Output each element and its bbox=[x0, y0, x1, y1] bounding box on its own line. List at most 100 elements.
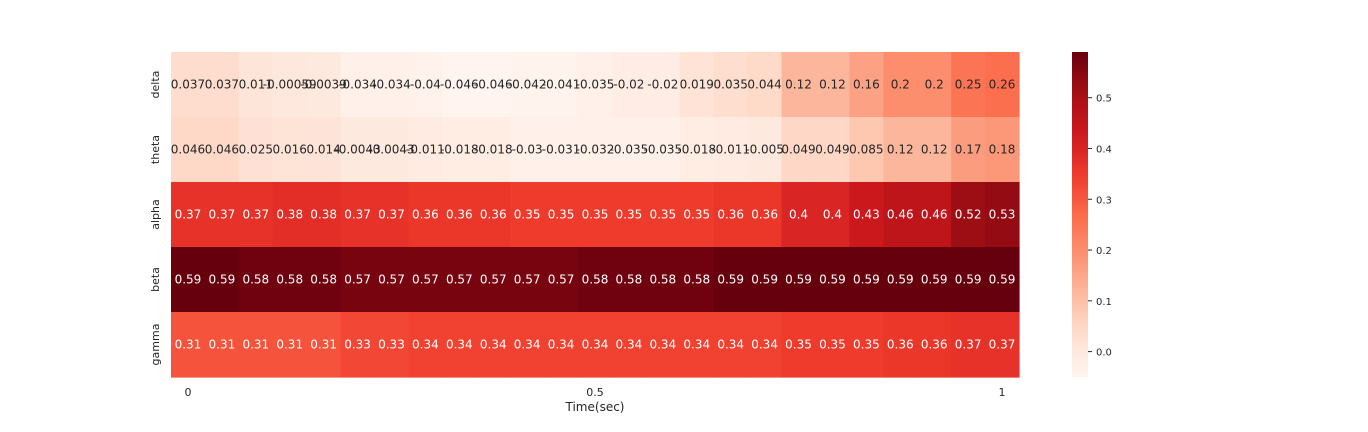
heatmap-cell bbox=[815, 52, 850, 118]
cell-value-label: -0.0043 bbox=[368, 143, 414, 157]
heatmap-cell bbox=[340, 247, 376, 313]
heatmap-cell bbox=[238, 182, 274, 248]
heatmap-cell bbox=[238, 117, 274, 183]
heatmap-cell bbox=[713, 52, 749, 118]
cell-value-label: 0.36 bbox=[887, 338, 914, 352]
cell-value-label: -0.018 bbox=[677, 143, 716, 157]
heatmap-cell bbox=[510, 52, 545, 118]
heatmap-cell bbox=[578, 52, 613, 118]
heatmap-cell bbox=[272, 312, 308, 378]
y-tick-label: gamma bbox=[149, 324, 162, 366]
cell-value-label: 0.34 bbox=[412, 338, 439, 352]
heatmap-cell bbox=[815, 117, 850, 183]
colorbar-tick-labels: 0.0 0.1 0.2 0.3 0.4 0.5 bbox=[1088, 94, 1112, 359]
cell-value-label: 0.57 bbox=[514, 273, 541, 287]
cell-value-label: -0.018 bbox=[440, 143, 479, 157]
heatmap-cell bbox=[951, 247, 986, 313]
cell-value-label: -0.005 bbox=[745, 143, 784, 157]
heatmap-cell bbox=[849, 182, 884, 248]
cell-value-label: 0.35 bbox=[548, 208, 575, 222]
cell-value-label: 0.36 bbox=[446, 208, 473, 222]
cell-value-label: 0.52 bbox=[955, 208, 982, 222]
heatmap-cell bbox=[408, 247, 443, 313]
cell-value-label: 0.57 bbox=[378, 273, 405, 287]
heatmap-cell bbox=[510, 247, 545, 313]
heatmap-cell bbox=[408, 182, 443, 248]
cell-value-label: 0.59 bbox=[853, 273, 880, 287]
cell-value-label: 0.4 bbox=[789, 208, 808, 222]
heatmap-cell bbox=[985, 247, 1020, 313]
heatmap-cell bbox=[306, 312, 342, 378]
cell-value-label: 0.25 bbox=[955, 78, 982, 92]
heatmap-cell bbox=[917, 247, 952, 313]
y-tick-label: theta bbox=[149, 135, 162, 164]
cell-value-label: 0.011 bbox=[239, 78, 273, 92]
cell-value-label: 0.049 bbox=[781, 143, 815, 157]
cell-value-label: 0.57 bbox=[412, 273, 439, 287]
cell-value-label: 0.34 bbox=[446, 338, 473, 352]
heatmap-cell bbox=[340, 312, 376, 378]
heatmap-cell bbox=[747, 247, 783, 313]
cell-value-label: 0.046 bbox=[171, 143, 205, 157]
cell-value-label: 0.12 bbox=[819, 78, 846, 92]
cell-value-label: 0.044 bbox=[747, 78, 781, 92]
cell-value-label: 0.59 bbox=[819, 273, 846, 287]
cell-value-label: -0.03 bbox=[512, 143, 543, 157]
cell-value-label: 0.35 bbox=[819, 338, 846, 352]
cell-value-label: 0.34 bbox=[548, 338, 575, 352]
heatmap-cell bbox=[408, 52, 443, 118]
cell-value-label: 0.59 bbox=[989, 273, 1016, 287]
heatmap-cell bbox=[781, 117, 817, 183]
heatmap-cell bbox=[713, 247, 749, 313]
heatmap-cell bbox=[679, 117, 715, 183]
heatmap-cell bbox=[544, 182, 579, 248]
cell-value-label: 0.43 bbox=[853, 208, 880, 222]
heatmap-cell bbox=[883, 247, 918, 313]
cell-value-label: 0.31 bbox=[209, 338, 236, 352]
heatmap-cell bbox=[340, 117, 376, 183]
heatmap-cell bbox=[679, 247, 715, 313]
x-axis-label: Time(sec) bbox=[565, 400, 625, 414]
cell-value-label: 0.35 bbox=[582, 208, 609, 222]
heatmap-cell bbox=[985, 182, 1020, 248]
cell-value-label: 0.59 bbox=[175, 273, 202, 287]
cell-value-label: 0.37 bbox=[955, 338, 982, 352]
cell-value-label: 0.35 bbox=[514, 208, 541, 222]
heatmap-cell bbox=[849, 312, 884, 378]
heatmap-cell bbox=[679, 312, 715, 378]
cell-value-label: 0.35 bbox=[785, 338, 812, 352]
cell-value-label: 0.36 bbox=[717, 208, 744, 222]
heatmap-cell bbox=[578, 312, 613, 378]
heatmap-cell bbox=[679, 52, 715, 118]
heatmap-cell bbox=[917, 117, 952, 183]
cell-value-label: 0.014 bbox=[306, 143, 340, 157]
cell-value-label: 0.34 bbox=[480, 338, 507, 352]
y-tick-label: beta bbox=[149, 267, 162, 292]
cell-value-label: 0.12 bbox=[887, 143, 914, 157]
heatmap-cell bbox=[272, 247, 308, 313]
heatmap-cell bbox=[849, 247, 884, 313]
cell-value-label: -0.035 bbox=[610, 143, 649, 157]
cell-value-label: 0.34 bbox=[616, 338, 643, 352]
cell-value-label: -0.031 bbox=[542, 143, 581, 157]
cell-value-label: 0.12 bbox=[785, 78, 812, 92]
colorbar bbox=[1072, 52, 1088, 377]
cell-value-label: -0.011 bbox=[406, 143, 445, 157]
heatmap-cell bbox=[272, 182, 308, 248]
heatmap-cell bbox=[408, 117, 443, 183]
heatmap-cell bbox=[374, 52, 410, 118]
heatmap-cell bbox=[171, 312, 206, 378]
cell-value-label: -0.011 bbox=[711, 143, 750, 157]
cell-value-label: 0.16 bbox=[853, 78, 880, 92]
heatmap-cell bbox=[442, 117, 477, 183]
heatmap-cell bbox=[272, 52, 308, 118]
heatmap-cell bbox=[374, 117, 410, 183]
y-tick-label: alpha bbox=[149, 199, 162, 230]
cell-value-label: 0.34 bbox=[683, 338, 710, 352]
cell-value-label: 0.57 bbox=[344, 273, 371, 287]
cell-value-label: 0.2 bbox=[925, 78, 944, 92]
cell-value-label: 0.57 bbox=[446, 273, 473, 287]
heatmap-cell bbox=[442, 182, 477, 248]
heatmap-cell bbox=[408, 312, 443, 378]
